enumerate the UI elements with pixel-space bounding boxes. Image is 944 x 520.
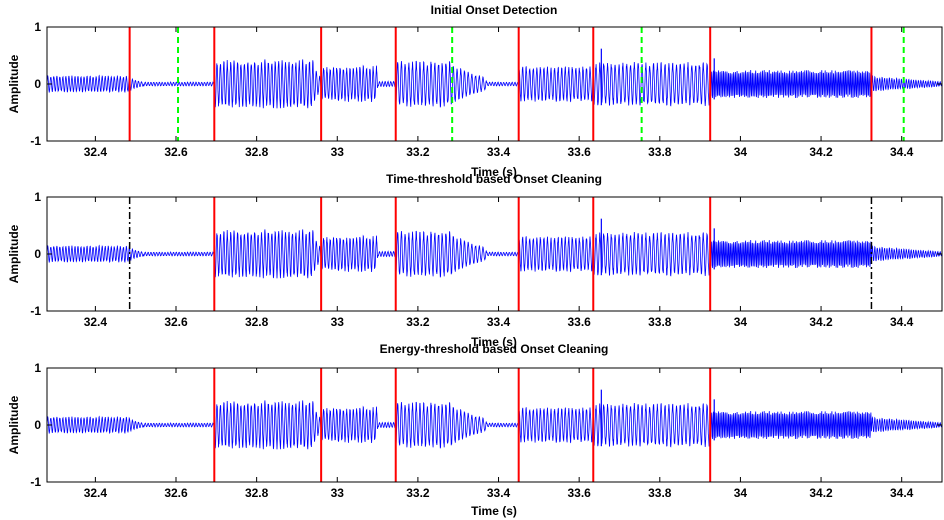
x-tick-label: 34.2 <box>809 486 833 500</box>
x-tick-label: 33.2 <box>406 315 430 329</box>
x-tick-label: 33.2 <box>406 145 430 159</box>
x-tick-label: 34.4 <box>890 315 914 329</box>
x-tick-label: 32.8 <box>245 145 269 159</box>
x-tick-label: 33.4 <box>487 145 511 159</box>
x-tick-label: 33 <box>331 145 345 159</box>
y-tick-label: 1 <box>34 361 41 375</box>
panel-title: Energy-threshold based Onset Cleaning <box>380 342 609 356</box>
plot-area: 32.4 32.6 32.8 33 33.2 33.4 33.6 33.8 34 34.2 34.4… <box>30 190 943 329</box>
panel-title: Initial Onset Detection <box>431 3 558 17</box>
x-tick-label: 33.8 <box>648 315 672 329</box>
x-tick-label: 33.6 <box>567 486 591 500</box>
x-tick-label: 34.2 <box>809 315 833 329</box>
y-tick-label: 1 <box>34 20 41 34</box>
x-tick-label: 33.8 <box>648 486 672 500</box>
x-tick-label: 33.2 <box>406 486 430 500</box>
x-tick-label: 33 <box>331 315 345 329</box>
y-tick-label: 0 <box>34 77 41 91</box>
x-tick-label: 33 <box>331 486 345 500</box>
y-axis-label: Amplitude <box>7 395 21 454</box>
panel-title: Time-threshold based Onset Cleaning <box>386 172 602 186</box>
x-tick-label: 32.6 <box>164 315 188 329</box>
x-tick-label: 34.4 <box>890 486 914 500</box>
y-tick-label: 0 <box>34 247 41 261</box>
x-tick-label: 34 <box>734 315 748 329</box>
plot-area: 32.4 32.6 32.8 33 33.2 33.4 33.6 33.8 34 34.2 34.4… <box>30 20 943 159</box>
x-tick-label: 33.8 <box>648 145 672 159</box>
waveform-line <box>46 59 943 109</box>
x-tick-label: 33.6 <box>567 315 591 329</box>
y-tick-label: 1 <box>34 190 41 204</box>
x-tick-label: 32.4 <box>84 315 108 329</box>
y-tick-label: -1 <box>30 475 41 489</box>
subplot-time-threshold-cleaning: Time-threshold based Onset Cleaning Ampl… <box>7 172 943 349</box>
x-tick-label: 32.8 <box>245 315 269 329</box>
x-axis-label: Time (s) <box>471 165 517 179</box>
subplot-initial-onset-detection: Initial Onset Detection Amplitude Time (… <box>7 3 943 179</box>
x-tick-label: 34 <box>734 486 748 500</box>
x-tick-label: 33.6 <box>567 145 591 159</box>
x-tick-label: 33.4 <box>487 486 511 500</box>
plot-area: 32.4 32.6 32.8 33 33.2 33.4 33.6 33.8 34 34.2 34.4… <box>30 361 943 500</box>
y-axis-label: Amplitude <box>7 54 21 113</box>
x-tick-label: 32.6 <box>164 486 188 500</box>
x-axis-label: Time (s) <box>471 335 517 349</box>
y-tick-label: 0 <box>34 418 41 432</box>
y-axis-label: Amplitude <box>7 224 21 283</box>
x-tick-label: 32.4 <box>84 145 108 159</box>
x-tick-label: 34.2 <box>809 145 833 159</box>
x-tick-label: 32.6 <box>164 145 188 159</box>
waveform-line <box>46 229 943 279</box>
x-tick-label: 34 <box>734 145 748 159</box>
x-tick-label: 32.4 <box>84 486 108 500</box>
subplot-energy-threshold-cleaning: Energy-threshold based Onset Cleaning Am… <box>7 342 943 518</box>
x-tick-label: 32.8 <box>245 486 269 500</box>
x-tick-label: 33.4 <box>487 315 511 329</box>
x-axis-label: Time (s) <box>471 504 517 518</box>
y-tick-label: -1 <box>30 304 41 318</box>
y-tick-label: -1 <box>30 134 41 148</box>
x-tick-label: 34.4 <box>890 145 914 159</box>
waveform-line <box>46 400 943 450</box>
